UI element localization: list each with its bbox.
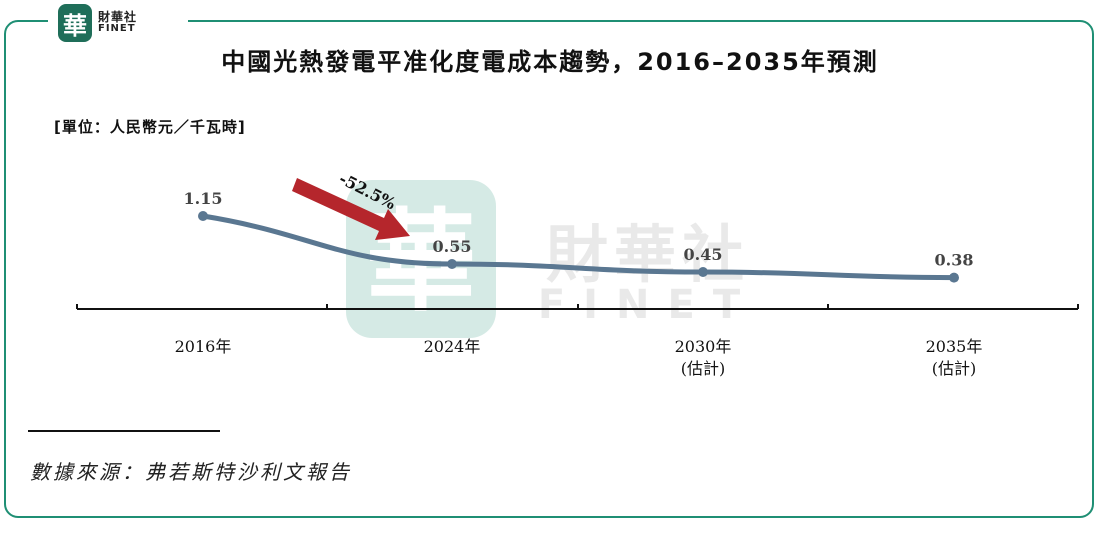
x-tick-label-3: 2035年 [926, 337, 983, 356]
x-tick-sublabel-2: (估計) [681, 359, 726, 378]
unit-label: [單位：人民幣元／千瓦時] [54, 118, 246, 136]
x-tick-label-0: 2016年 [175, 337, 232, 356]
brand-mark-icon: 華 [58, 4, 92, 42]
brand-logo: 華 財華社 FINET [48, 2, 188, 44]
x-tick-label-1: 2024年 [424, 337, 481, 356]
data-label-1: 0.55 [433, 237, 472, 256]
data-point-0 [198, 211, 208, 221]
data-label-2: 0.45 [684, 245, 723, 264]
watermark-en: FINET [538, 282, 758, 328]
brand-name-en: FINET [98, 23, 136, 35]
data-label-0: 1.15 [184, 189, 223, 208]
series-line [200, 213, 957, 281]
watermark-cn: 財華社 [546, 218, 750, 291]
data-label-3: 0.38 [935, 251, 974, 270]
brand-name-cn: 財華社 [98, 10, 138, 25]
data-point-1 [447, 259, 457, 269]
x-tick-label-2: 2030年 [675, 337, 732, 356]
decline-arrow [292, 178, 410, 240]
chart-title: 中國光熱發電平准化度電成本趨勢，2016–2035年預測 [221, 48, 879, 76]
chart-frame [4, 20, 1094, 518]
data-point-2 [698, 267, 708, 277]
x-tick-sublabel-3: (估計) [932, 359, 977, 378]
source-divider [28, 430, 220, 432]
source-note: 數據來源：弗若斯特沙利文報告 [30, 460, 352, 484]
data-point-3 [949, 272, 959, 283]
